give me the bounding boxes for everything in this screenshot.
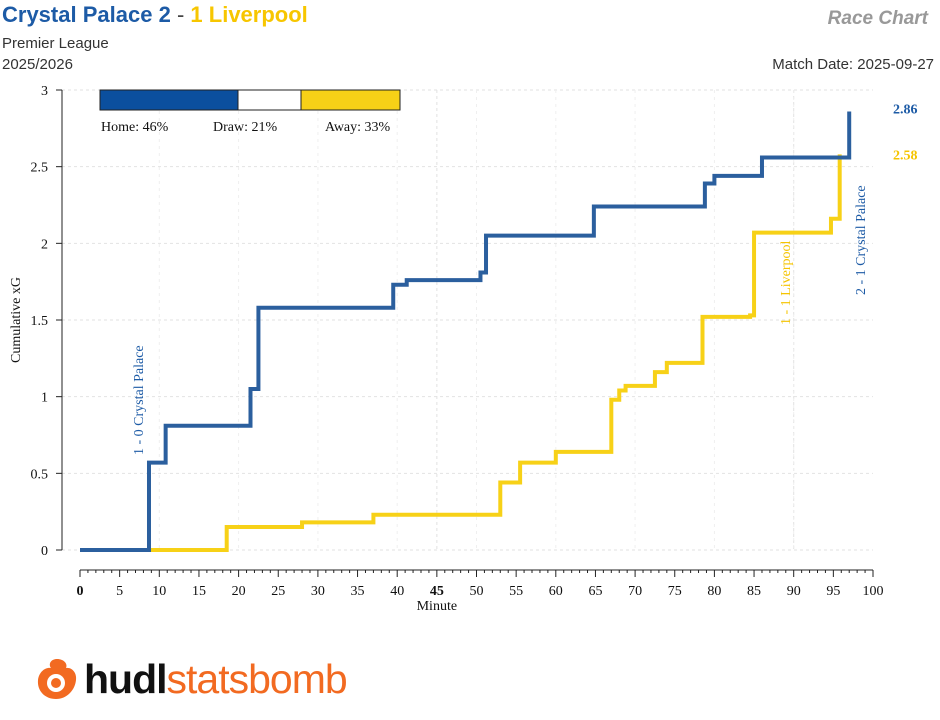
away-team-name: Liverpool <box>208 2 308 27</box>
series-line-home <box>80 111 852 552</box>
x-tick-label: 70 <box>628 584 642 599</box>
probability-segment <box>300 89 401 111</box>
y-tick-label: 1 <box>41 391 48 406</box>
goal-annotation: 2 - 1 Crystal Palace <box>854 185 869 295</box>
chart-title: Race Chart <box>827 8 928 29</box>
final-xg-label-home: 2.86 <box>893 102 918 117</box>
home-team-score: Crystal Palace 2 <box>2 2 171 27</box>
series-line-away <box>80 154 842 552</box>
y-tick-label: 3 <box>41 84 48 99</box>
match-date: Match Date: 2025-09-27 <box>772 56 934 73</box>
x-tick-label: 75 <box>668 584 682 599</box>
x-tick-label: 15 <box>192 584 206 599</box>
y-tick-label: 2.5 <box>31 161 49 176</box>
y-axis-label: Cumulative xG <box>9 277 24 363</box>
x-tick-label: 30 <box>311 584 325 599</box>
x-tick-label: 50 <box>470 584 484 599</box>
x-tick-label: 0 <box>77 584 84 599</box>
y-tick-label: 2 <box>41 237 48 252</box>
logo-text-statsbomb: statsbomb <box>166 655 348 702</box>
x-tick-label: 65 <box>588 584 602 599</box>
match-title: Crystal Palace 2 - 1 Liverpool <box>2 2 308 28</box>
y-tick-label: 0.5 <box>31 467 49 482</box>
x-tick-label: 20 <box>232 584 246 599</box>
goal-annotation: 1 - 0 Crystal Palace <box>132 345 147 455</box>
x-tick-label: 5 <box>116 584 123 599</box>
x-tick-label: 35 <box>351 584 365 599</box>
race-chart: 0 0.5 1 1.5 2 2.5 3 Cumulative xG 0 5 10 15 20 25 30 35… <box>9 84 918 614</box>
season-label: 2025/2026 <box>2 56 73 73</box>
x-tick-label: 60 <box>549 584 563 599</box>
away-score: 1 <box>190 2 203 27</box>
x-axis-label: Minute <box>417 599 457 614</box>
goal-annotation: 1 - 1 Liverpool <box>779 241 794 325</box>
x-tick-label: 80 <box>707 584 721 599</box>
probability-label: Away: 33% <box>325 120 391 135</box>
score-separator: - <box>176 2 185 27</box>
home-team-name: Crystal Palace <box>2 2 153 27</box>
probability-label: Draw: 21% <box>213 120 277 135</box>
probability-label: Home: 46% <box>101 120 169 135</box>
x-tick-label: 95 <box>826 584 840 599</box>
x-tick-label: 25 <box>271 584 285 599</box>
x-tick-label: 55 <box>509 584 523 599</box>
x-tick-label: 40 <box>390 584 404 599</box>
y-tick-label: 1.5 <box>31 314 49 329</box>
final-xg-label-away: 2.58 <box>893 148 918 163</box>
competition-name: Premier League <box>2 35 109 52</box>
hudl-statsbomb-logo: hudl statsbomb <box>34 654 348 704</box>
logo-text-hudl: hudl <box>84 655 168 702</box>
x-tick-label: 10 <box>152 584 166 599</box>
x-tick-label: 85 <box>747 584 761 599</box>
x-tick-label: 90 <box>787 584 801 599</box>
probability-segment <box>237 89 302 111</box>
x-tick-label: 100 <box>863 584 884 599</box>
away-team-score: 1 Liverpool <box>190 2 307 27</box>
probability-segment <box>99 89 239 111</box>
y-tick-label: 0 <box>41 544 48 559</box>
x-tick-label: 45 <box>430 584 444 599</box>
statsbomb-flame-icon <box>37 659 77 699</box>
home-score: 2 <box>158 2 171 27</box>
